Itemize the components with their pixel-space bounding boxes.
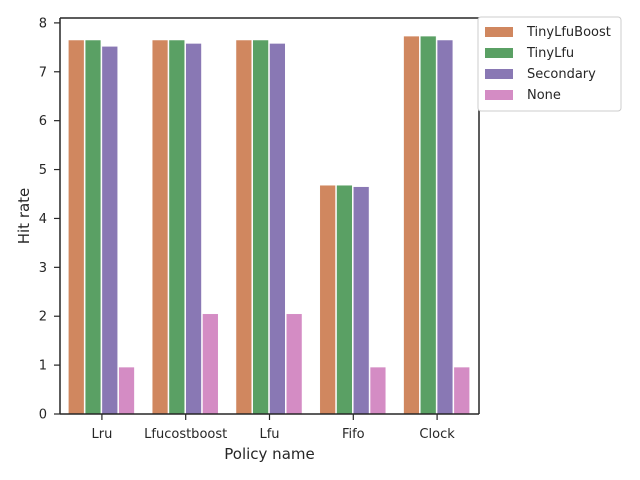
- y-tick-label: 3: [39, 261, 47, 276]
- bar-tinylfuboost-lfucostboost: [151, 39, 169, 415]
- legend-swatch-tinylfuboost: [485, 27, 513, 37]
- legend-swatch-secondary: [485, 69, 513, 79]
- bar-tinylfu-fifo: [336, 184, 353, 415]
- x-ticks: Lru Lfucostboost Lfu Fifo Clock: [91, 414, 455, 442]
- y-tick-label: 7: [39, 65, 47, 80]
- x-tick-label-lfucostboost: Lfucostboost: [144, 427, 227, 442]
- y-ticks: 0 1 2 3 4 5 6 7 8: [39, 16, 60, 423]
- x-tick-label-fifo: Fifo: [342, 427, 365, 442]
- bar-tinylfuboost-lru: [68, 39, 85, 415]
- bar-tinylfu-clock: [420, 35, 437, 415]
- legend-label-tinylfuboost: TinyLfuBoost: [526, 25, 611, 40]
- bar-tinylfu-lru: [84, 39, 102, 415]
- x-tick-label-clock: Clock: [419, 427, 455, 442]
- bar-secondary-lru: [101, 46, 118, 415]
- bar-none-lru: [118, 366, 135, 415]
- x-tick-label-lfu: Lfu: [259, 427, 279, 442]
- bar-tinylfuboost-clock: [403, 35, 420, 415]
- legend-label-tinylfu: TinyLfu: [526, 46, 574, 61]
- legend-swatch-tinylfu: [485, 48, 513, 58]
- legend-frame: [477, 16, 622, 112]
- y-tick-label: 2: [39, 310, 47, 325]
- legend: TinyLfuBoost TinyLfu Secondary None: [477, 16, 622, 112]
- bar-none-lfucostboost: [202, 313, 219, 415]
- bars-layer: [68, 35, 470, 415]
- y-axis-label: Hit rate: [15, 188, 33, 245]
- bar-secondary-clock: [436, 39, 454, 415]
- bar-tinylfu-lfu: [252, 39, 269, 415]
- bar-none-clock: [453, 366, 470, 415]
- y-tick-label: 5: [39, 163, 47, 178]
- bar-tinylfuboost-fifo: [319, 184, 336, 415]
- x-tick-label-lru: Lru: [91, 427, 112, 442]
- y-tick-label: 4: [39, 212, 47, 227]
- bar-none-lfu: [286, 313, 303, 415]
- bar-tinylfuboost-lfu: [235, 39, 252, 415]
- legend-swatch-none: [485, 90, 513, 100]
- bar-none-fifo: [369, 366, 387, 415]
- legend-label-none: None: [527, 88, 561, 103]
- legend-label-secondary: Secondary: [527, 67, 596, 82]
- y-tick-label: 1: [39, 359, 47, 374]
- x-axis-label: Policy name: [224, 445, 314, 463]
- bar-secondary-lfucostboost: [185, 43, 202, 415]
- y-tick-label: 0: [39, 408, 47, 423]
- y-tick-label: 8: [39, 16, 47, 31]
- bar-secondary-fifo: [353, 186, 370, 415]
- bar-tinylfu-lfucostboost: [168, 39, 185, 415]
- bar-secondary-lfu: [269, 43, 286, 415]
- y-tick-label: 6: [39, 114, 47, 129]
